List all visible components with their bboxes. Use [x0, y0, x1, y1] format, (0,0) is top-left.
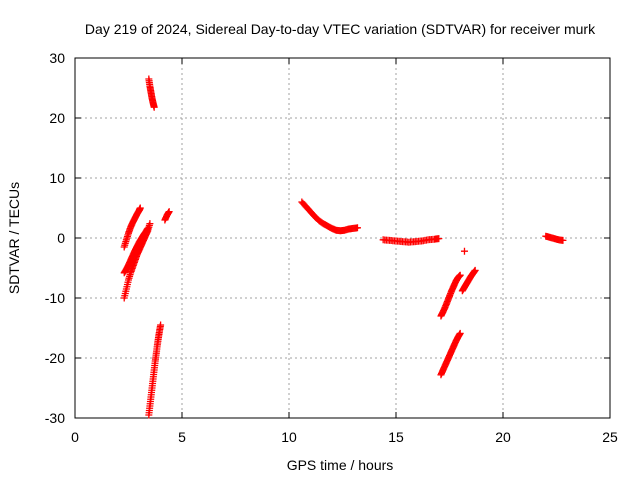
- x-tick-label: 15: [388, 429, 404, 445]
- y-tick-label: -10: [45, 290, 65, 306]
- x-tick-label: 10: [281, 429, 297, 445]
- plot-frame: [74, 57, 611, 419]
- x-tick-label: 20: [495, 429, 511, 445]
- data-point: [435, 235, 443, 243]
- data-point: [165, 208, 173, 216]
- data-point: [146, 220, 154, 228]
- y-tick-labels: -30 -20 -10 0 10 20 30: [45, 50, 65, 426]
- data-point: [460, 247, 468, 255]
- x-tick-label: 0: [71, 429, 79, 445]
- x-tick-label: 25: [602, 429, 618, 445]
- data-point: [157, 321, 165, 329]
- y-tick-label: -20: [45, 350, 65, 366]
- data-point: [456, 271, 464, 279]
- data-points: [120, 75, 567, 419]
- x-tick-label: 5: [178, 429, 186, 445]
- y-tick-label: 10: [49, 170, 65, 186]
- data-point: [136, 204, 144, 212]
- x-axis-label: GPS time / hours: [287, 457, 394, 473]
- data-point: [456, 329, 464, 337]
- y-axis-label: SDTVAR / TECUs: [6, 182, 22, 294]
- chart-title: Day 219 of 2024, Sidereal Day-to-day VTE…: [85, 21, 596, 37]
- y-tick-label: 30: [49, 50, 65, 66]
- x-tick-labels: 0 5 10 15 20 25: [71, 429, 618, 445]
- y-tick-label: 0: [57, 230, 65, 246]
- data-point: [150, 103, 158, 111]
- data-point: [471, 266, 479, 274]
- data-point: [353, 224, 361, 232]
- y-tick-label: -30: [45, 410, 65, 426]
- data-point: [144, 224, 152, 232]
- y-tick-label: 20: [49, 110, 65, 126]
- data-point: [559, 236, 567, 244]
